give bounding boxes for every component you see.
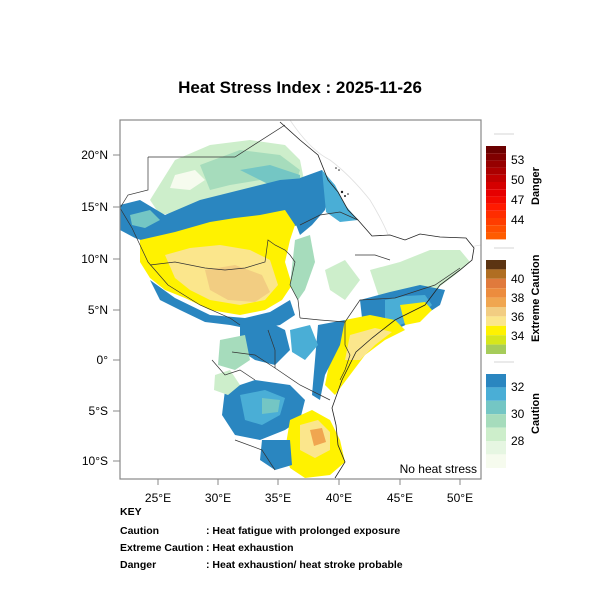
y-tick-label: 5°N <box>87 303 108 317</box>
colorbar-separators <box>494 133 514 363</box>
zone-caution-mid-2 <box>290 235 315 300</box>
red-sea-islands <box>335 167 349 197</box>
x-tick-label: 35°E <box>264 491 292 505</box>
y-tick-label: 10°S <box>81 454 108 468</box>
x-tick-label: 30°E <box>204 491 232 505</box>
map-frame <box>119 119 482 480</box>
chart-title: Heat Stress Index : 2025-11-26 <box>178 78 422 97</box>
colorbar-tick-label: 44 <box>511 213 525 227</box>
colorbar-tick-label: 36 <box>511 310 525 324</box>
key-legend: KEY Caution : Heat fatigue with prolonge… <box>120 506 403 573</box>
colorbar-title-extreme-caution: Extreme Caution <box>530 254 542 342</box>
colorbar-title-danger: Danger <box>530 167 542 205</box>
y-tick-label: 5°S <box>88 404 108 418</box>
key-row: Danger : Heat exhaustion/ heat stroke pr… <box>120 556 403 573</box>
zone-caution-dark-2 <box>150 280 295 330</box>
zone-nostress <box>170 170 205 190</box>
key-desc: : Heat exhaustion/ heat stroke probable <box>206 558 403 571</box>
colorbar-tick-label: 40 <box>511 272 525 286</box>
map-field <box>120 120 481 479</box>
x-tick-label: 45°E <box>386 491 414 505</box>
y-tick-label: 0° <box>96 353 108 367</box>
colorbar-tick-label: 34 <box>511 329 525 343</box>
colorbar-tick-label: 53 <box>511 153 525 167</box>
colorbar-title-caution: Caution <box>530 393 542 434</box>
colorbar-tick-label: 47 <box>511 193 525 207</box>
key-row: Extreme Caution : Heat exhaustion <box>120 539 403 556</box>
zone-extreme-tan <box>205 265 270 302</box>
colorbar-tick-label: 38 <box>511 291 525 305</box>
zone-extreme-orange <box>310 428 326 446</box>
zone-caution-light-4 <box>214 370 240 395</box>
country-borders <box>120 124 461 471</box>
zone-caution-dark-6 <box>240 320 290 365</box>
zone-caution-dark-5 <box>312 320 345 400</box>
colorbar-tick-label: 32 <box>511 380 525 394</box>
zone-caution-teal-3 <box>262 398 280 414</box>
x-tick-label: 25°E <box>144 491 172 505</box>
colorbar-tick-label: 50 <box>511 173 525 187</box>
colorbar-tick-label: 28 <box>511 434 525 448</box>
key-desc: : Heat fatigue with prolonged exposure <box>206 524 401 537</box>
y-tick-label: 20°N <box>81 148 108 162</box>
key-heading: KEY <box>120 506 142 518</box>
key-term: Extreme Caution <box>120 541 204 554</box>
zone-caution-light-2 <box>325 260 360 300</box>
zone-caution-blue-2 <box>290 325 318 360</box>
x-tick-label: 40°E <box>325 491 353 505</box>
colorbar-danger <box>486 146 506 240</box>
axis-ticks <box>113 154 461 485</box>
colorbar-caution <box>486 374 506 468</box>
key-row: Caution : Heat fatigue with prolonged ex… <box>120 522 403 539</box>
key-term: Caution <box>120 524 160 537</box>
colorbar-tick-label: 30 <box>511 407 525 421</box>
colorbar-extreme-caution <box>486 260 506 354</box>
zone-caution-light-3 <box>370 250 470 300</box>
zone-caution-teal-2 <box>130 210 160 228</box>
key-desc: : Heat exhaustion <box>206 541 294 554</box>
key-term: Danger <box>120 558 157 571</box>
zone-extreme-pale-2 <box>345 328 392 360</box>
zone-extreme-yellow-2 <box>400 302 432 325</box>
y-tick-label: 15°N <box>81 200 108 214</box>
zone-caution-dark-3 <box>295 170 330 235</box>
x-tick-label: 50°E <box>446 491 474 505</box>
zone-caution-dark-8 <box>260 440 292 470</box>
no-heat-stress-label: No heat stress <box>399 462 477 476</box>
y-tick-label: 10°N <box>81 252 108 266</box>
coastline <box>279 121 475 479</box>
